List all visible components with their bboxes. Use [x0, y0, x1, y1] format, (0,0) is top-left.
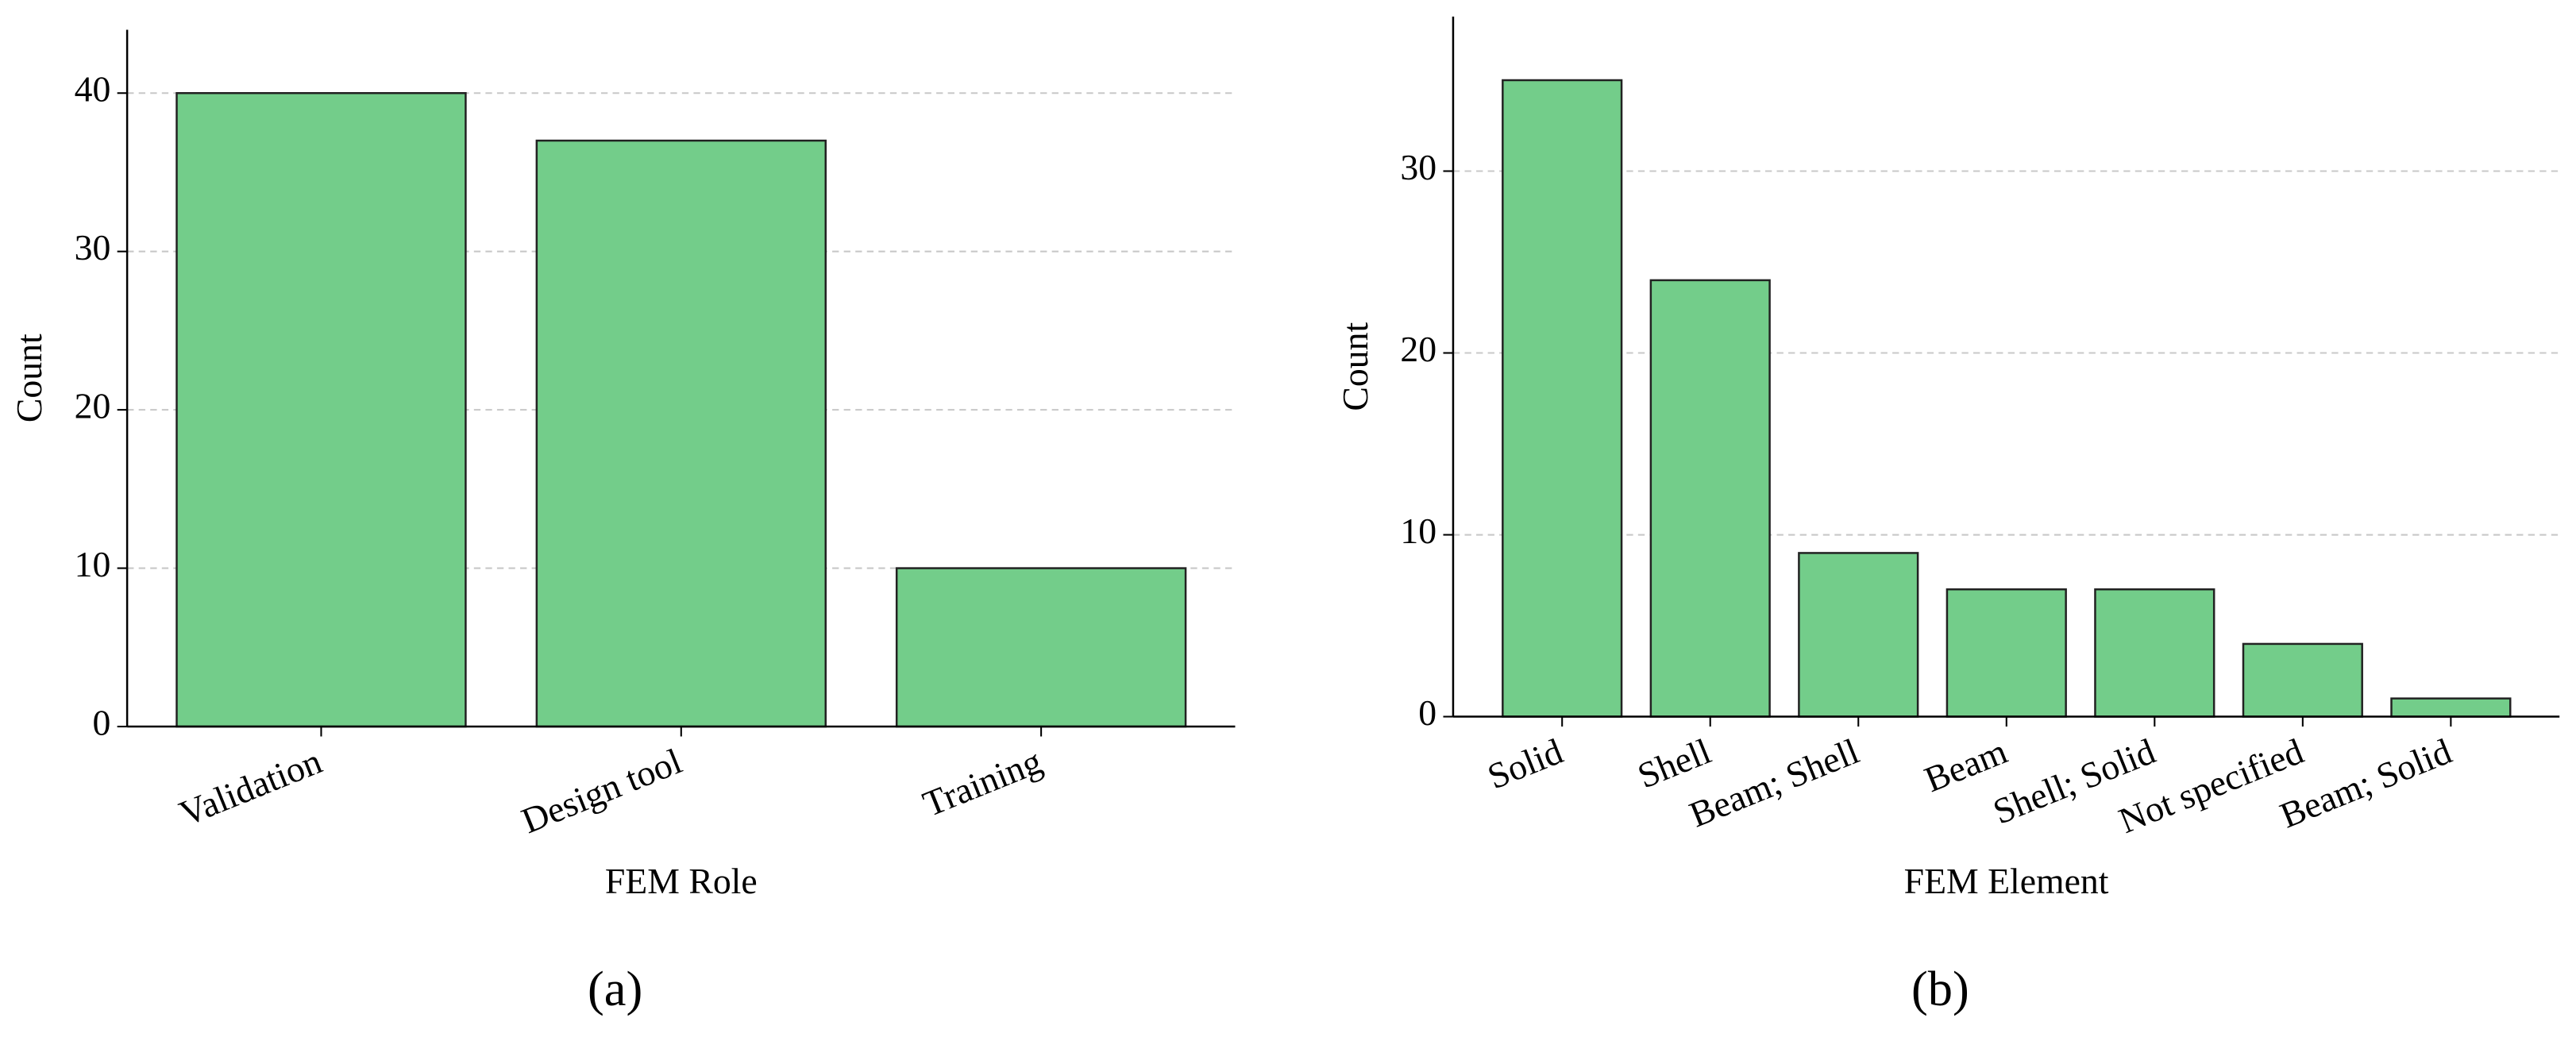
- bar: [175, 92, 467, 728]
- y-tick-label: 0: [92, 703, 110, 743]
- bar: [895, 567, 1187, 728]
- x-axis-label: FEM Role: [605, 861, 758, 901]
- y-tick-label: 10: [75, 544, 111, 584]
- x-tick-label: Shell: [1632, 731, 1716, 796]
- x-tick-label: Beam; Shell: [1683, 731, 1865, 835]
- y-axis-label: Count: [1335, 322, 1375, 411]
- x-tick-label: Beam; Solid: [2274, 731, 2457, 836]
- bar: [2242, 642, 2363, 718]
- bar: [1649, 279, 1771, 718]
- x-tick-label: Design tool: [516, 740, 688, 841]
- y-tick-label: 40: [75, 69, 111, 110]
- bar: [1945, 588, 2067, 718]
- y-tick-label: 20: [75, 386, 111, 426]
- x-axis-label: FEM Element: [1904, 861, 2109, 901]
- bar: [2094, 588, 2215, 718]
- bar: [535, 139, 827, 728]
- bar: [1502, 79, 1623, 718]
- x-tick-label: Training: [917, 740, 1047, 824]
- bar: [1798, 552, 1919, 718]
- x-tick-label: Validation: [174, 740, 328, 834]
- y-tick-label: 10: [1400, 511, 1436, 551]
- caption: (b): [1911, 962, 1969, 1016]
- y-tick-label: 30: [1400, 147, 1436, 187]
- x-tick-label: Solid: [1482, 731, 1568, 797]
- y-tick-label: 30: [75, 227, 111, 268]
- bar: [2390, 697, 2512, 718]
- y-tick-label: 20: [1400, 329, 1436, 369]
- y-axis-label: Count: [9, 333, 49, 422]
- caption: (a): [588, 962, 642, 1016]
- y-tick-label: 0: [1418, 692, 1436, 733]
